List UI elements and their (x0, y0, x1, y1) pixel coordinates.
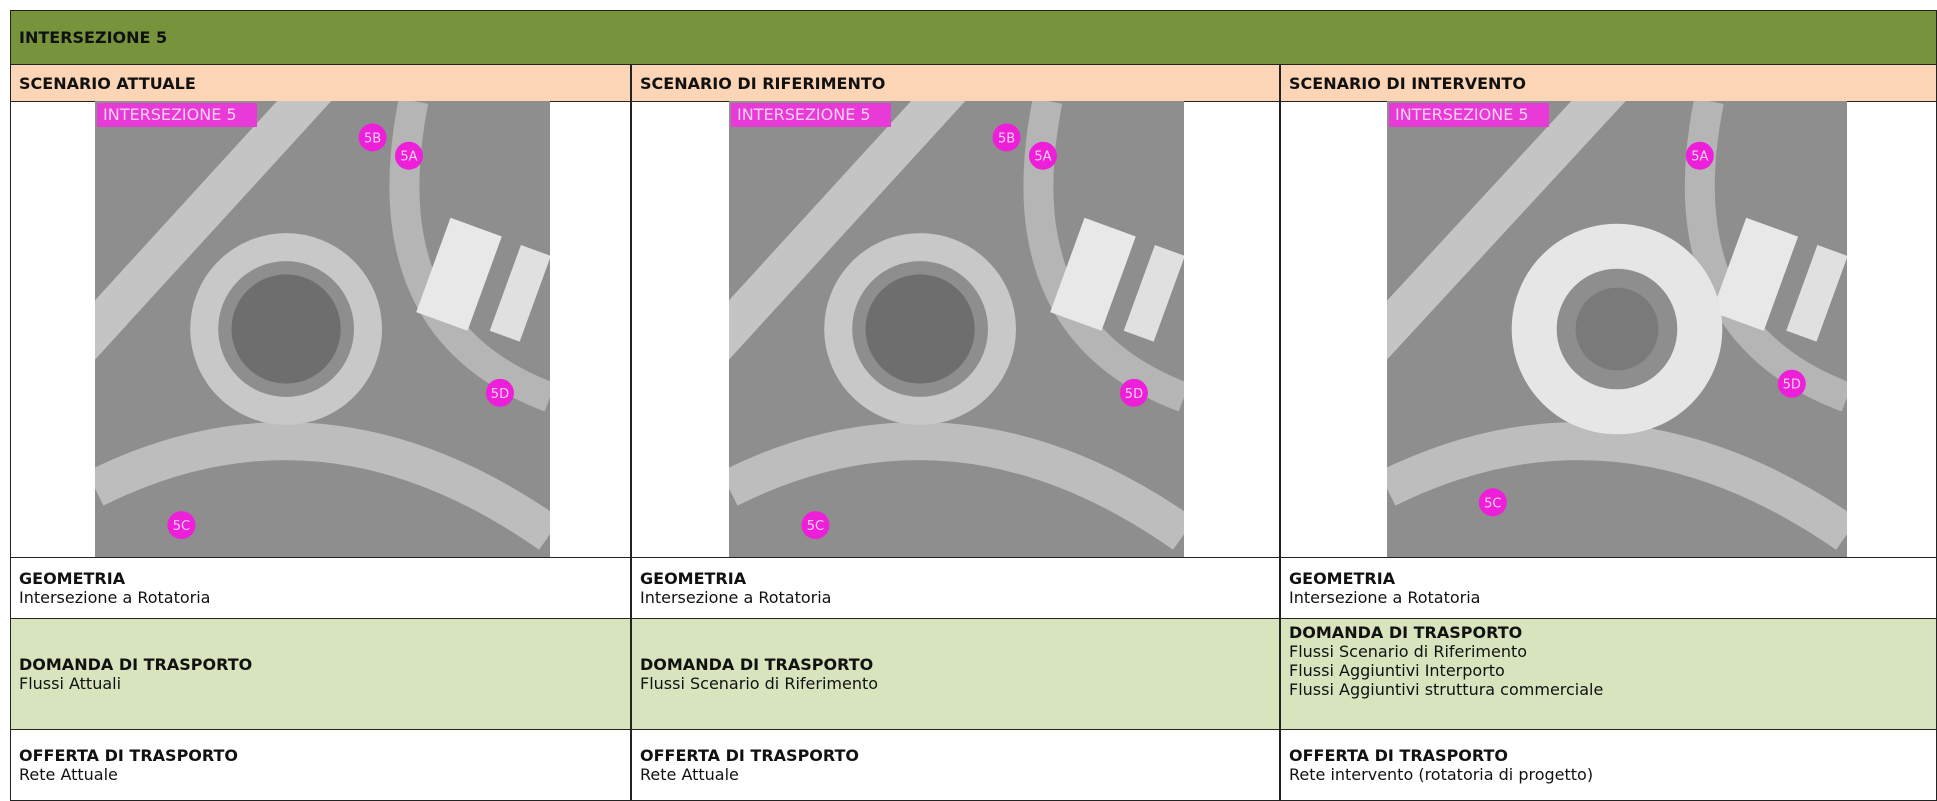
geometry-cell: GEOMETRIA Intersezione a Rotatoria (10, 557, 631, 619)
demand-label: DOMANDA DI TRASPORTO (1289, 623, 1523, 642)
scenario-title: SCENARIO DI RIFERIMENTO (640, 73, 886, 93)
geometry-text: Intersezione a Rotatoria (19, 588, 211, 607)
aerial-image: INTERSEZIONE 5 5A 5D 5C (1387, 101, 1847, 557)
image-title-bg (1389, 103, 1549, 127)
marker-dot (1028, 141, 1057, 170)
image-title-bg (731, 103, 891, 127)
demand-text: Flussi Scenario di Riferimento (640, 674, 879, 693)
image-title: INTERSEZIONE 5 (737, 105, 871, 124)
scenario-header: SCENARIO ATTUALE (10, 64, 631, 102)
demand-text: Flussi Aggiuntivi struttura commerciale (1289, 680, 1604, 699)
marker-dot (167, 511, 196, 540)
marker-dot (485, 378, 514, 407)
demand-label: DOMANDA DI TRASPORTO (640, 655, 874, 674)
road (729, 101, 966, 360)
geometry-text: Intersezione a Rotatoria (640, 588, 832, 607)
demand-cell: DOMANDA DI TRASPORTO Flussi Scenario di R… (1280, 618, 1937, 730)
supply-cell: OFFERTA DI TRASPORTO Rete intervento (rot… (1280, 729, 1937, 801)
building (1786, 244, 1847, 342)
demand-cell: DOMANDA DI TRASPORTO Flussi Attuali (10, 618, 631, 730)
road (729, 422, 1184, 550)
road (1387, 422, 1847, 550)
marker-label: 5C (807, 519, 824, 534)
roundabout-island (1575, 287, 1659, 371)
road (1387, 101, 1626, 360)
demand-label: DOMANDA DI TRASPORTO (19, 655, 253, 674)
geometry-text: Intersezione a Rotatoria (1289, 588, 1481, 607)
building (1711, 217, 1799, 331)
marker-dot (1685, 141, 1714, 170)
marker-label: 5A (1691, 150, 1708, 165)
geometry-label: GEOMETRIA (19, 569, 126, 588)
marker-dot (1478, 488, 1507, 517)
marker-dot (992, 123, 1021, 152)
marker-label: 5A (1034, 150, 1051, 165)
scenario-header: SCENARIO DI RIFERIMENTO (631, 64, 1280, 102)
roundabout (1511, 223, 1723, 435)
supply-label: OFFERTA DI TRASPORTO (1289, 746, 1509, 765)
geometry-cell: GEOMETRIA Intersezione a Rotatoria (631, 557, 1280, 619)
demand-text: Flussi Attuali (19, 674, 122, 693)
demand-text: Flussi Scenario di Riferimento (1289, 642, 1528, 661)
marker-dot (394, 141, 423, 170)
supply-text: Rete intervento (rotatoria di progetto) (1289, 765, 1594, 784)
geometry-label: GEOMETRIA (640, 569, 747, 588)
building (1050, 217, 1136, 331)
marker-label: 5A (400, 150, 417, 165)
geometry-label: GEOMETRIA (1289, 569, 1396, 588)
image-title: INTERSEZIONE 5 (1395, 105, 1529, 124)
marker-dot (1777, 369, 1806, 398)
aerial-image: INTERSEZIONE 5 5B 5A 5D 5C (729, 101, 1184, 557)
scenario-title: SCENARIO ATTUALE (19, 73, 196, 93)
supply-label: OFFERTA DI TRASPORTO (19, 746, 239, 765)
marker-label: 5C (1484, 496, 1501, 511)
building (489, 245, 550, 342)
scenario-header: SCENARIO DI INTERVENTO (1280, 64, 1937, 102)
supply-label: OFFERTA DI TRASPORTO (640, 746, 860, 765)
building (416, 217, 502, 331)
marker-label: 5D (491, 387, 509, 402)
supply-cell: OFFERTA DI TRASPORTO Rete Attuale (10, 729, 631, 801)
road (95, 101, 332, 360)
header-title: INTERSEZIONE 5 (19, 28, 168, 47)
supply-cell: OFFERTA DI TRASPORTO Rete Attuale (631, 729, 1280, 801)
demand-cell: DOMANDA DI TRASPORTO Flussi Scenario di R… (631, 618, 1280, 730)
marker-dot (801, 511, 830, 540)
image-title: INTERSEZIONE 5 (103, 105, 237, 124)
building (1123, 245, 1184, 342)
marker-label: 5D (1783, 378, 1801, 393)
scenario-title: SCENARIO DI INTERVENTO (1289, 73, 1526, 93)
roundabout (190, 233, 383, 425)
demand-text: Flussi Aggiuntivi Interporto (1289, 661, 1505, 680)
roundabout-island (231, 274, 341, 384)
image-title-bg (97, 103, 257, 127)
supply-text: Rete Attuale (19, 765, 118, 784)
marker-label: 5B (364, 131, 381, 146)
roundabout-island (865, 274, 975, 384)
geometry-cell: GEOMETRIA Intersezione a Rotatoria (1280, 557, 1937, 619)
roundabout (824, 233, 1017, 425)
header-row: INTERSEZIONE 5 (10, 10, 1937, 65)
road (95, 422, 550, 550)
marker-label: 5D (1125, 387, 1143, 402)
supply-text: Rete Attuale (640, 765, 739, 784)
marker-label: 5C (173, 519, 190, 534)
marker-label: 5B (998, 131, 1015, 146)
marker-dot (1119, 378, 1148, 407)
aerial-image: INTERSEZIONE 5 5B 5A 5D 5C (95, 101, 550, 557)
marker-dot (358, 123, 387, 152)
